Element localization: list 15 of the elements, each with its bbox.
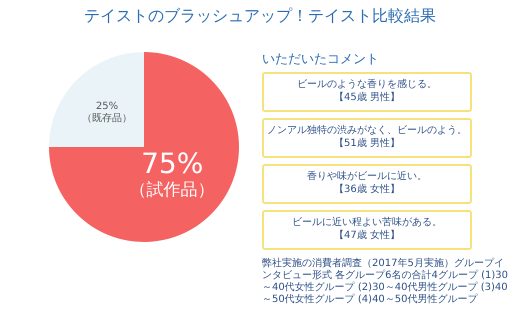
- data-label: 25%: [96, 101, 118, 112]
- annotation: 【45歳 男性】: [333, 91, 401, 104]
- data-label: 75%: [141, 147, 204, 180]
- annotation: ノンアル独特の渋みがなく、ビールのよう。: [266, 124, 468, 137]
- annotation: ビールのような香りを感じる。: [296, 78, 438, 91]
- annotation: 弊社実施の消費者調査（2017年5月実施）グループインタビュー形式 各グループ6名の合計4グループ (1)30～40代女性グループ (2)30～40代男性グループ (3)40～50代女性グループ (4)40～50代男性グループ: [262, 258, 509, 306]
- annotation: 香りや味がビールに近い。: [306, 170, 428, 183]
- annotation: 【36歳 女性】: [333, 183, 401, 196]
- slice-label: （既存品）: [82, 112, 132, 124]
- title: テイストのブラッシュアップ！テイスト比較結果: [83, 6, 437, 27]
- annotation: 【51歳 男性】: [333, 137, 401, 150]
- annotation: ビールに近い程よい苦味がある。: [291, 216, 443, 229]
- annotation: いただいたコメント: [262, 51, 379, 68]
- slice-label: （試作品）: [130, 180, 215, 200]
- annotation: 【47歳 女性】: [333, 229, 401, 242]
